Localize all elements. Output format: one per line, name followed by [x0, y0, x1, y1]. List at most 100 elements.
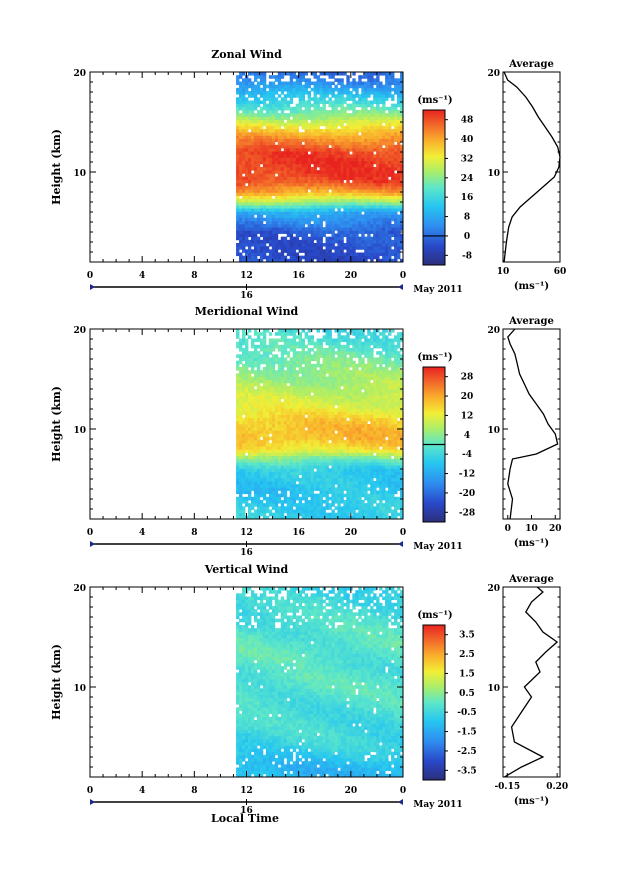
heatmap-cell — [295, 163, 300, 168]
heatmap-cell — [245, 449, 249, 453]
heatmap-cell — [253, 443, 258, 447]
heatmap-cell — [391, 217, 395, 222]
heatmap-cell — [289, 443, 294, 447]
heatmap-cell — [292, 515, 297, 520]
heatmap-cell — [239, 214, 243, 219]
heatmap-cell — [277, 477, 282, 482]
heatmap-cell — [295, 144, 300, 149]
heatmap-cell — [349, 436, 353, 441]
heatmap-cell — [271, 449, 276, 453]
heatmap-cell — [328, 129, 332, 133]
heatmap-cell — [388, 468, 392, 472]
heatmap-cell — [316, 129, 320, 133]
heatmap-cell — [325, 474, 329, 479]
heatmap-cell — [256, 484, 261, 488]
heatmap-cell — [316, 503, 320, 507]
heatmap-cell — [379, 198, 383, 203]
heatmap-cell — [319, 509, 323, 514]
heatmap-cell — [304, 452, 309, 457]
heatmap-cell — [319, 243, 323, 247]
heatmap-cell — [361, 220, 365, 225]
heatmap-cell — [367, 455, 371, 460]
heatmap-cell — [340, 198, 344, 203]
heatmap-cell — [331, 424, 335, 428]
heatmap-cell — [292, 91, 297, 95]
heatmap-cell — [239, 493, 243, 498]
heatmap-cell — [295, 195, 300, 200]
heatmap-cell — [295, 258, 300, 263]
heatmap-cell — [295, 138, 300, 143]
heatmap-cell — [340, 97, 344, 101]
heatmap-cell — [271, 113, 276, 117]
heatmap-cell — [397, 189, 401, 193]
heatmap-cell — [367, 176, 371, 181]
heatmap-cell — [292, 160, 297, 165]
heatmap-cell — [349, 424, 353, 428]
heatmap-cell — [328, 176, 332, 181]
heatmap-cell — [391, 430, 395, 434]
heatmap-cell — [364, 186, 368, 190]
heatmap-cell — [331, 201, 335, 206]
heatmap-cell — [239, 430, 243, 434]
heatmap-cell — [245, 205, 249, 209]
heatmap-cell — [376, 439, 380, 444]
heatmap-cell — [313, 129, 317, 133]
heatmap-cell — [298, 227, 303, 231]
heatmap-cell — [292, 255, 297, 260]
heatmap-cell — [316, 506, 320, 510]
heatmap-cell — [265, 224, 270, 228]
heatmap-cell — [295, 214, 300, 219]
heatmap-cell — [289, 515, 294, 520]
heatmap-cell — [283, 214, 288, 219]
heatmap-cell — [253, 503, 258, 507]
heatmap-cell — [382, 230, 386, 234]
heatmap-cell — [379, 439, 383, 444]
heatmap-cell — [349, 474, 353, 479]
heatmap-cell — [319, 224, 323, 228]
heatmap-cell — [301, 151, 306, 155]
heatmap-cell — [397, 481, 401, 485]
heatmap-cell — [319, 433, 323, 438]
heatmap-cell — [239, 217, 243, 222]
heatmap-cell — [367, 195, 371, 200]
heatmap-cell — [268, 170, 273, 174]
heatmap-cell — [242, 160, 246, 165]
heatmap-cell — [271, 75, 276, 79]
heatmap-cell — [340, 417, 344, 422]
heatmap-cell — [328, 186, 332, 190]
heatmap-cell — [256, 84, 261, 89]
heatmap-cell — [334, 227, 338, 231]
heatmap-cell — [283, 148, 288, 152]
heatmap-cell — [367, 493, 371, 498]
heatmap-cell — [316, 91, 320, 95]
heatmap-cell — [370, 144, 374, 149]
heatmap-cell — [262, 72, 267, 76]
heatmap-cell — [331, 512, 335, 517]
heatmap-cell — [355, 192, 359, 196]
heatmap-cell — [245, 129, 249, 133]
heatmap-cell — [289, 427, 294, 431]
heatmap-cell — [394, 468, 398, 472]
heatmap-cell — [236, 433, 240, 438]
heatmap-cell — [289, 208, 294, 212]
heatmap-cell — [361, 509, 365, 514]
heatmap-cell — [364, 468, 368, 472]
heatmap-cell — [391, 424, 395, 428]
heatmap-cell — [256, 141, 261, 146]
heatmap-cell — [265, 452, 270, 457]
heatmap-cell — [373, 455, 377, 460]
heatmap-cell — [337, 239, 341, 244]
heatmap-cell — [343, 430, 347, 434]
heatmap-cell — [394, 236, 398, 241]
heatmap-cell — [265, 249, 270, 253]
heatmap-cell — [313, 224, 317, 228]
heatmap-cell — [286, 420, 291, 425]
heatmap-cell — [280, 129, 285, 133]
heatmap-cell — [304, 192, 309, 196]
heatmap-cell — [256, 417, 261, 422]
heatmap-cell — [340, 217, 344, 222]
heatmap-cell — [250, 182, 255, 187]
heatmap-cell — [376, 490, 380, 495]
heatmap-cell — [262, 427, 267, 431]
heatmap-cell — [370, 503, 374, 507]
